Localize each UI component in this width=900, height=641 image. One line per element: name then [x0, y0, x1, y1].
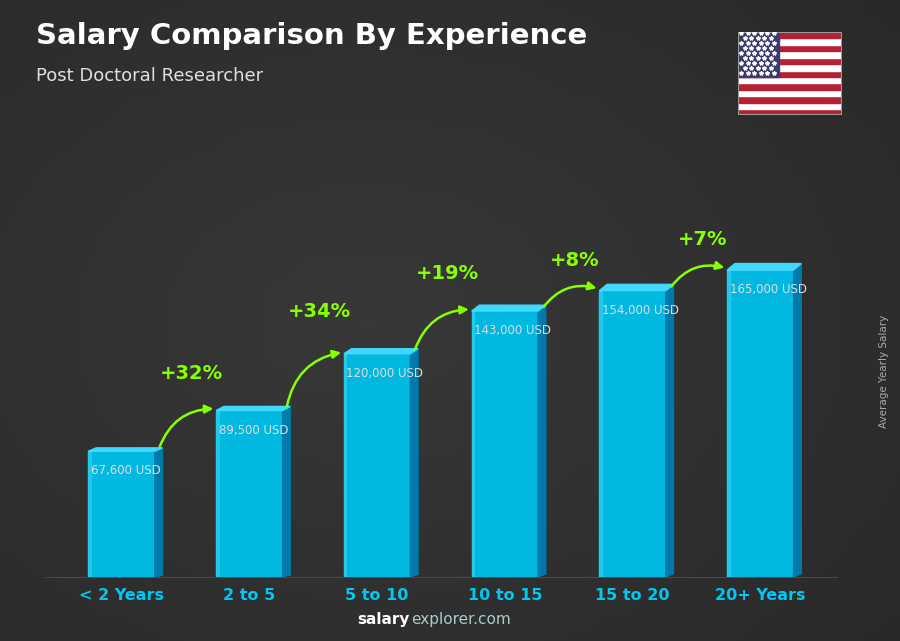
Polygon shape [472, 311, 474, 577]
Text: Salary Comparison By Experience: Salary Comparison By Experience [36, 22, 587, 51]
Bar [738, 103, 842, 109]
Polygon shape [794, 263, 801, 577]
Polygon shape [666, 285, 673, 577]
Polygon shape [538, 305, 545, 577]
Text: +19%: +19% [416, 264, 479, 283]
Bar [738, 71, 842, 77]
Text: explorer.com: explorer.com [411, 612, 511, 627]
Text: Post Doctoral Researcher: Post Doctoral Researcher [36, 67, 263, 85]
Polygon shape [727, 271, 794, 577]
Bar [738, 51, 842, 58]
Polygon shape [727, 271, 730, 577]
Polygon shape [216, 406, 291, 410]
Text: +32%: +32% [160, 364, 223, 383]
Text: 154,000 USD: 154,000 USD [602, 304, 679, 317]
Polygon shape [216, 410, 219, 577]
Polygon shape [410, 349, 418, 577]
Polygon shape [283, 406, 291, 577]
Polygon shape [88, 451, 155, 577]
Polygon shape [727, 263, 801, 271]
Text: salary: salary [357, 612, 410, 627]
Bar [738, 90, 842, 96]
Text: +34%: +34% [288, 302, 351, 321]
Text: 120,000 USD: 120,000 USD [346, 367, 424, 380]
Text: 67,600 USD: 67,600 USD [91, 464, 161, 478]
Bar [738, 96, 842, 103]
Polygon shape [472, 305, 545, 311]
Text: 165,000 USD: 165,000 USD [730, 283, 806, 296]
Polygon shape [88, 451, 91, 577]
Text: +7%: +7% [678, 230, 727, 249]
Polygon shape [216, 410, 283, 577]
Text: 143,000 USD: 143,000 USD [474, 324, 551, 337]
Text: +8%: +8% [550, 251, 600, 270]
Bar [738, 77, 842, 83]
Bar [738, 83, 842, 90]
Polygon shape [344, 349, 418, 354]
Polygon shape [472, 311, 538, 577]
Polygon shape [599, 285, 673, 290]
Polygon shape [599, 290, 666, 577]
Bar [738, 45, 842, 51]
Bar [738, 32, 779, 77]
Polygon shape [88, 448, 163, 451]
Bar [738, 109, 842, 115]
Polygon shape [344, 354, 346, 577]
Bar [738, 32, 842, 38]
Text: 89,500 USD: 89,500 USD [219, 424, 288, 437]
Bar [738, 38, 842, 45]
Polygon shape [155, 448, 163, 577]
Bar [738, 64, 842, 71]
Polygon shape [344, 354, 410, 577]
Text: Average Yearly Salary: Average Yearly Salary [879, 315, 889, 428]
Bar [738, 58, 842, 64]
Polygon shape [599, 290, 602, 577]
